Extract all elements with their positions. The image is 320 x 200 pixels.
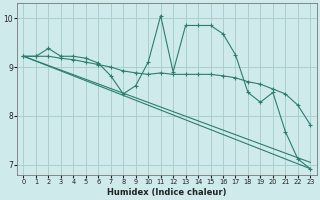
X-axis label: Humidex (Indice chaleur): Humidex (Indice chaleur) [107,188,227,197]
